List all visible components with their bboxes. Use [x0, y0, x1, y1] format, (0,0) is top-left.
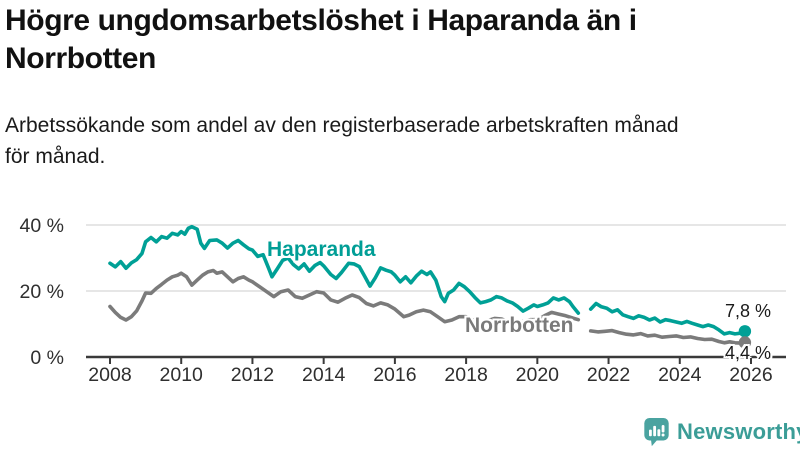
x-tick-label: 2026 [729, 364, 772, 386]
x-tick-label: 2010 [160, 364, 204, 386]
x-tick-label: 2012 [231, 364, 274, 386]
chart-subtitle: Arbetssökande som andel av den registerb… [5, 110, 679, 172]
x-tick-label: 2024 [658, 364, 702, 386]
series-line-haparanda [108, 224, 581, 315]
series-end-dot-norrbotten [738, 336, 752, 349]
title-line-2: Norrbotten [5, 42, 156, 75]
series-end-dot-haparanda [738, 325, 752, 338]
end-value-label-norrbotten: 4,4 % [724, 343, 771, 363]
x-tick-label: 2014 [302, 364, 346, 386]
newsworthy-logo-text: Newsworthy [677, 419, 800, 444]
x-tick-label: 2020 [516, 364, 560, 386]
y-tick-label: 20 % [20, 281, 64, 303]
y-tick-label: 0 % [30, 347, 64, 369]
series-line-norrbotten [108, 268, 581, 326]
end-value-label-haparanda: 7,8 % [724, 301, 771, 321]
x-tick-label: 2018 [444, 364, 487, 386]
chart-title: Högre ungdomsarbetslöshet i Haparanda än… [5, 2, 637, 78]
series-label-haparanda: Haparanda [267, 238, 376, 261]
x-tick-label: 2016 [373, 364, 416, 386]
x-tick-label: 2022 [587, 364, 630, 386]
series-line-haparanda [588, 301, 747, 336]
newsworthy-logo: Newsworthy [643, 417, 800, 447]
y-tick-label: 40 % [20, 215, 64, 237]
subtitle-line-1: Arbetssökande som andel av den registerb… [5, 114, 679, 137]
subtitle-line-2: för månad. [5, 145, 106, 168]
x-tick-label: 2008 [88, 364, 131, 386]
newsworthy-logo-icon [644, 417, 669, 447]
title-line-1: Högre ungdomsarbetslöshet i Haparanda än… [5, 4, 637, 37]
series-label-norrbotten: Norrbotten [465, 314, 574, 337]
series-line-norrbotten [588, 328, 747, 345]
